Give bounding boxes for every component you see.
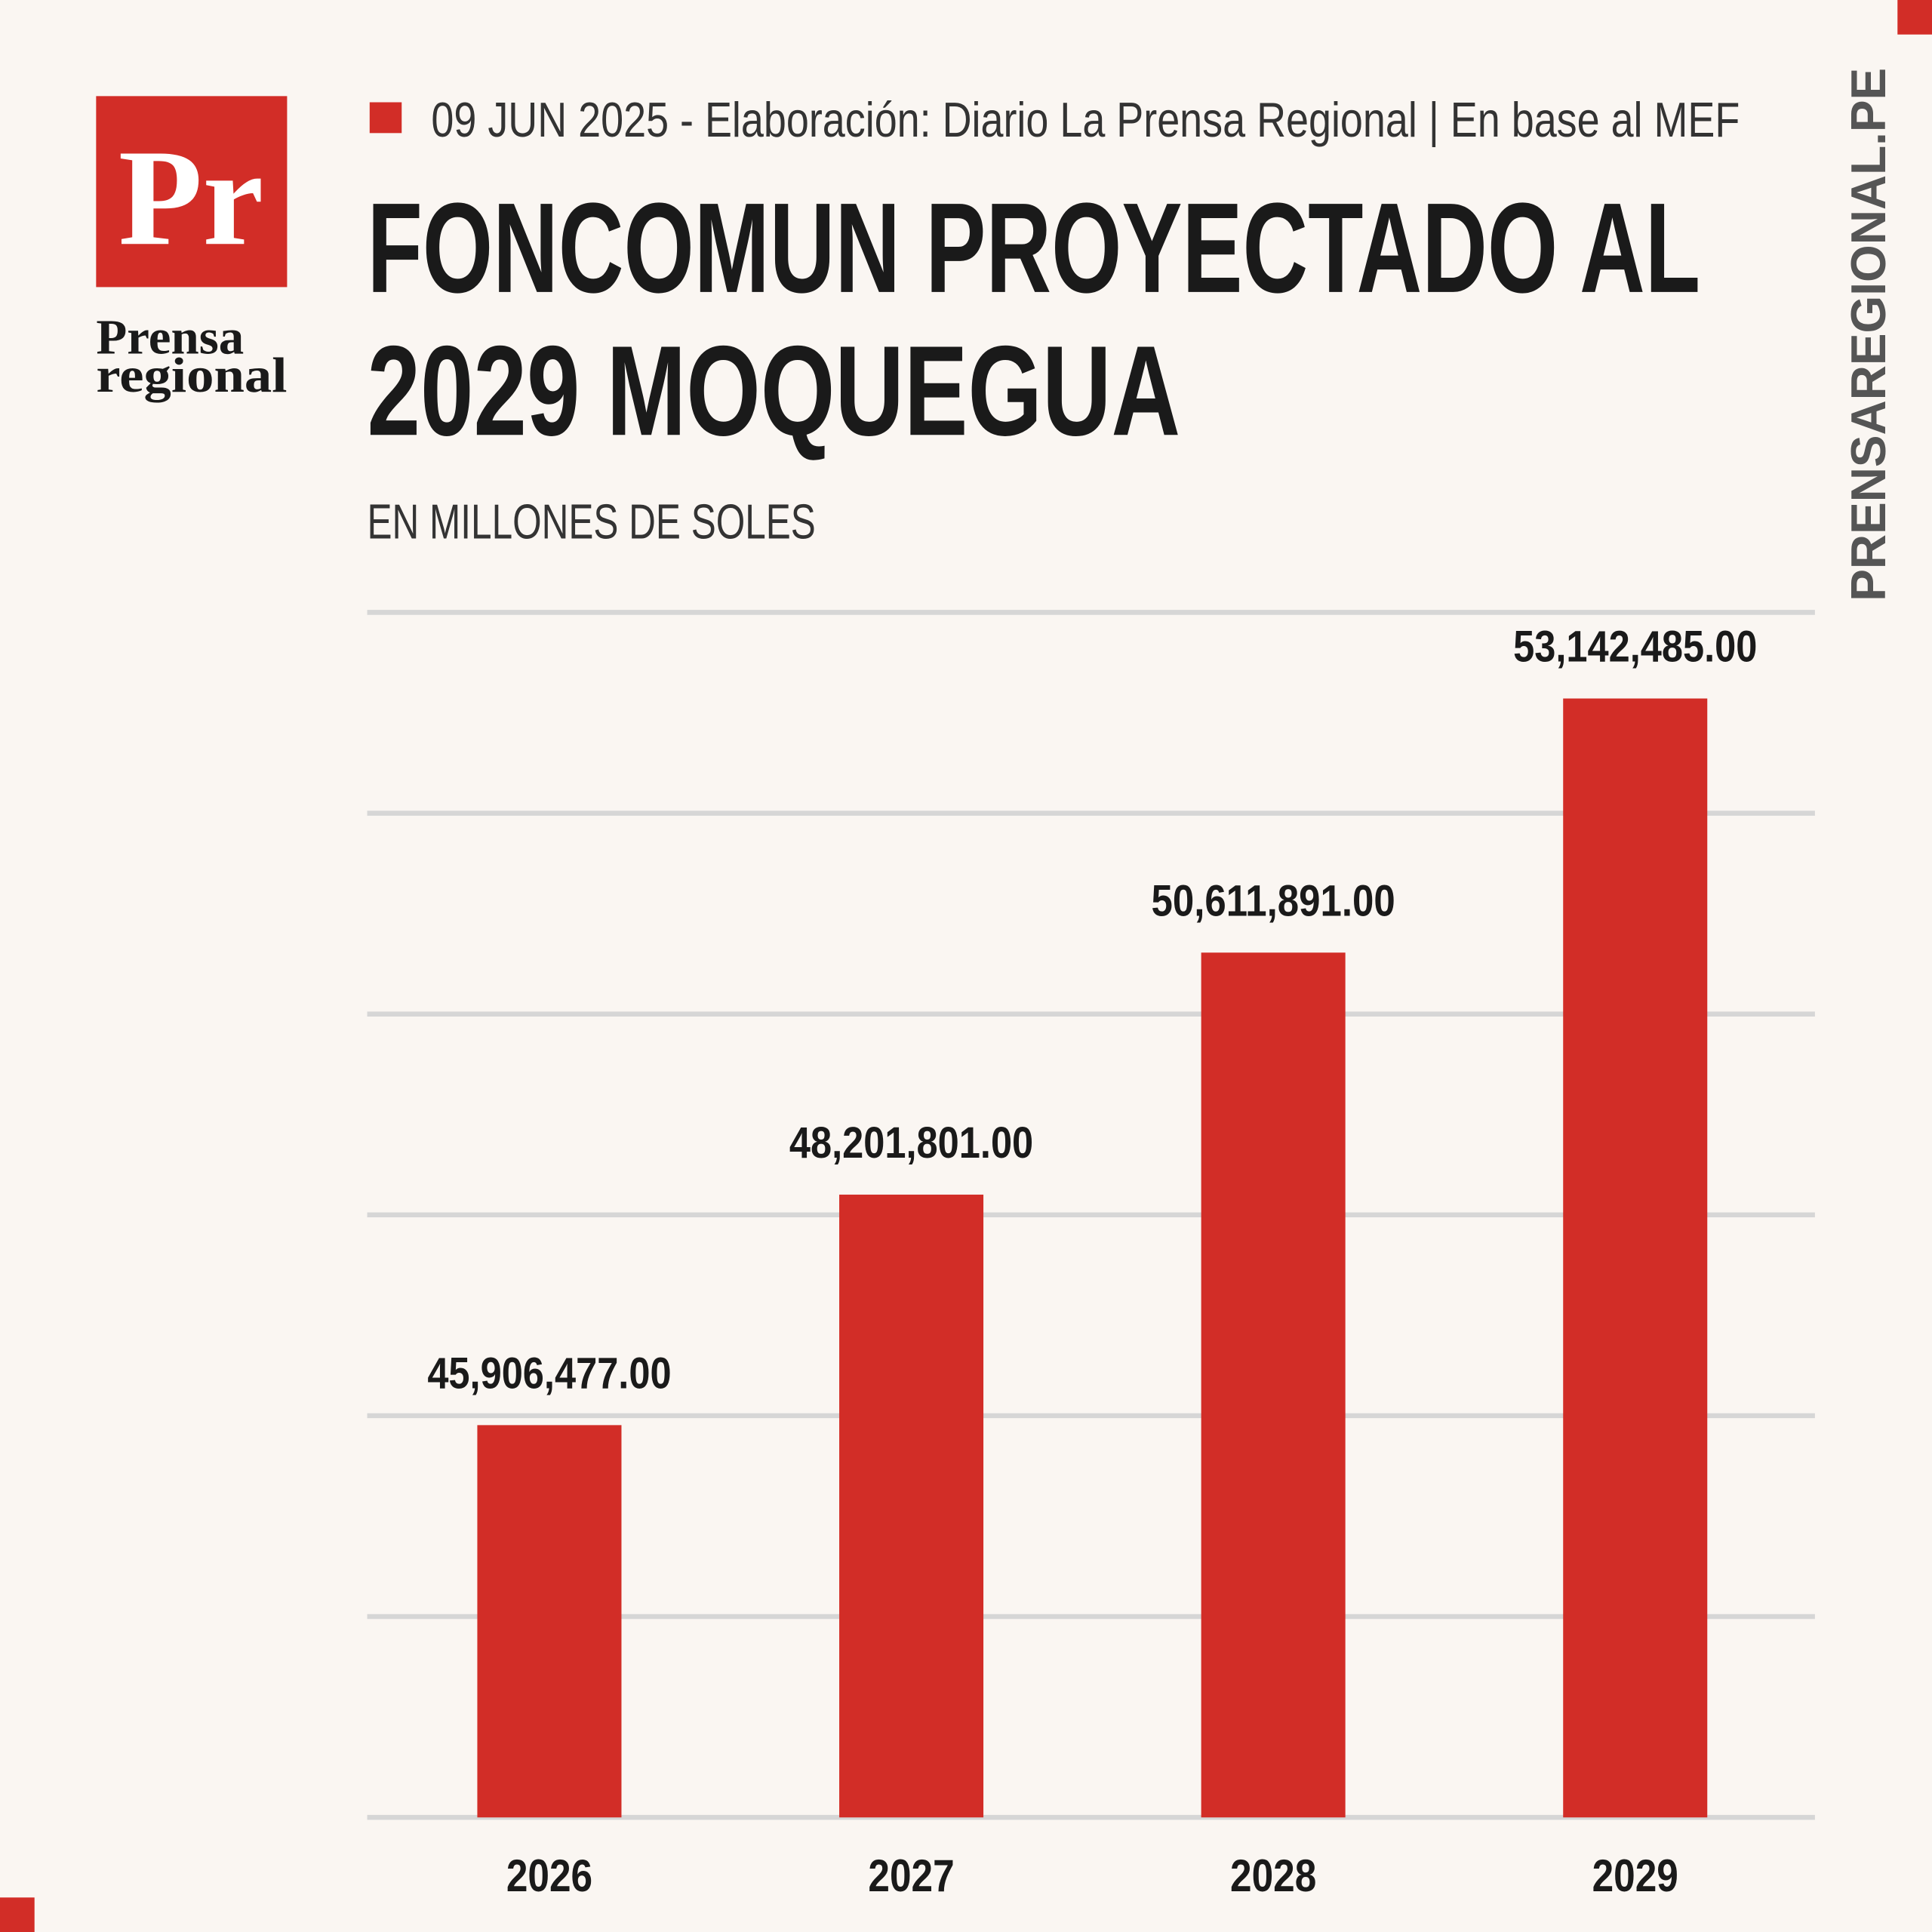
logo-box <box>96 96 288 288</box>
logo-mark: Pr <box>118 121 264 274</box>
bar <box>1563 698 1708 1818</box>
chart-title: 2029 MOQUEGUA <box>368 318 1181 462</box>
bar <box>839 1194 984 1818</box>
x-tick-label: 2029 <box>1592 1850 1678 1901</box>
corner-accent <box>1897 0 1932 35</box>
logo-word: regional <box>96 349 287 403</box>
side-text: PRENSAREGIONAL.PE <box>1841 68 1896 601</box>
bar <box>477 1425 622 1818</box>
chart-title: FONCOMUN PROYECTADO AL <box>368 176 1701 319</box>
corner-accent <box>0 1897 35 1932</box>
value-label: 53,142,485.00 <box>1513 623 1757 672</box>
value-label: 48,201,801.00 <box>789 1118 1033 1168</box>
logo-word: Prensa <box>96 311 244 365</box>
value-label: 50,611,891.00 <box>1152 876 1395 925</box>
bar <box>1201 952 1346 1818</box>
x-tick-label: 2026 <box>506 1850 592 1901</box>
chart-subtitle: EN MILLONES DE SOLES <box>368 494 816 549</box>
x-tick-label: 2027 <box>868 1850 954 1901</box>
value-label: 45,906,477.00 <box>427 1349 671 1398</box>
x-tick-label: 2028 <box>1230 1850 1316 1901</box>
byline-marker <box>369 102 402 134</box>
byline: 09 JUN 2025 - Elaboración: Diario La Pre… <box>431 92 1740 147</box>
